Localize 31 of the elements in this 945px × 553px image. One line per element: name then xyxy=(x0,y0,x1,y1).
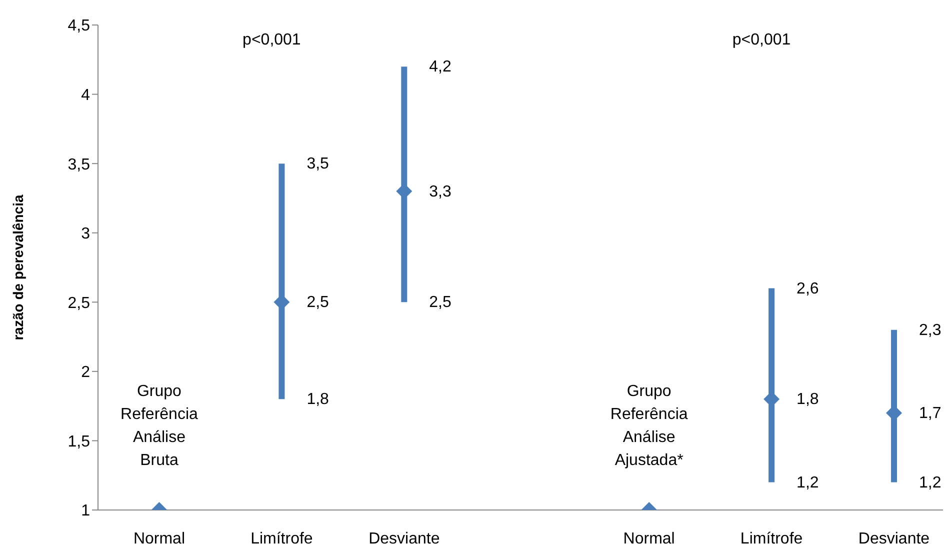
annotation: 2,5 xyxy=(429,294,452,312)
y-tick-label: 3 xyxy=(81,226,90,243)
data-label: 2,5 xyxy=(306,294,330,312)
y-tick-label: 1 xyxy=(81,502,90,520)
y-tick-label: 2 xyxy=(81,364,90,382)
annotation: 1,2 xyxy=(919,474,942,492)
annotation: 1,2 xyxy=(796,474,819,492)
y-tick-label: 3,5 xyxy=(68,156,90,174)
x-tick-label: Normal xyxy=(623,530,675,548)
data-label: 1,7 xyxy=(919,405,942,422)
x-tick-label: Normal xyxy=(133,530,186,548)
annotation: p<0,001 xyxy=(732,32,791,49)
y-tick-label: 1,5 xyxy=(68,433,90,450)
annotation: 4,2 xyxy=(429,58,452,76)
annotation: 2,3 xyxy=(919,322,942,339)
annotation: 3,5 xyxy=(306,156,330,173)
x-tick-label: Limítrofe xyxy=(250,530,313,548)
annotation: Grupo Referência Análise Ajustada* xyxy=(610,383,688,469)
data-label: 1,8 xyxy=(796,391,819,408)
x-tick-label: Desviante xyxy=(368,530,440,548)
x-tick-label: Desviante xyxy=(858,530,930,548)
y-tick-label: 4 xyxy=(81,86,90,104)
annotation: 1,8 xyxy=(306,391,330,408)
data-label: 3,3 xyxy=(429,183,452,200)
x-tick-label: Limítrofe xyxy=(740,530,803,548)
annotation: 2,6 xyxy=(796,280,819,298)
annotation: Grupo Referência Análise Bruta xyxy=(120,383,198,469)
y-tick-label: 4,5 xyxy=(68,18,90,35)
y-axis-title: razão de perevalência xyxy=(10,194,26,340)
annotation: p<0,001 xyxy=(242,32,301,49)
y-tick-label: 2,5 xyxy=(68,294,90,312)
